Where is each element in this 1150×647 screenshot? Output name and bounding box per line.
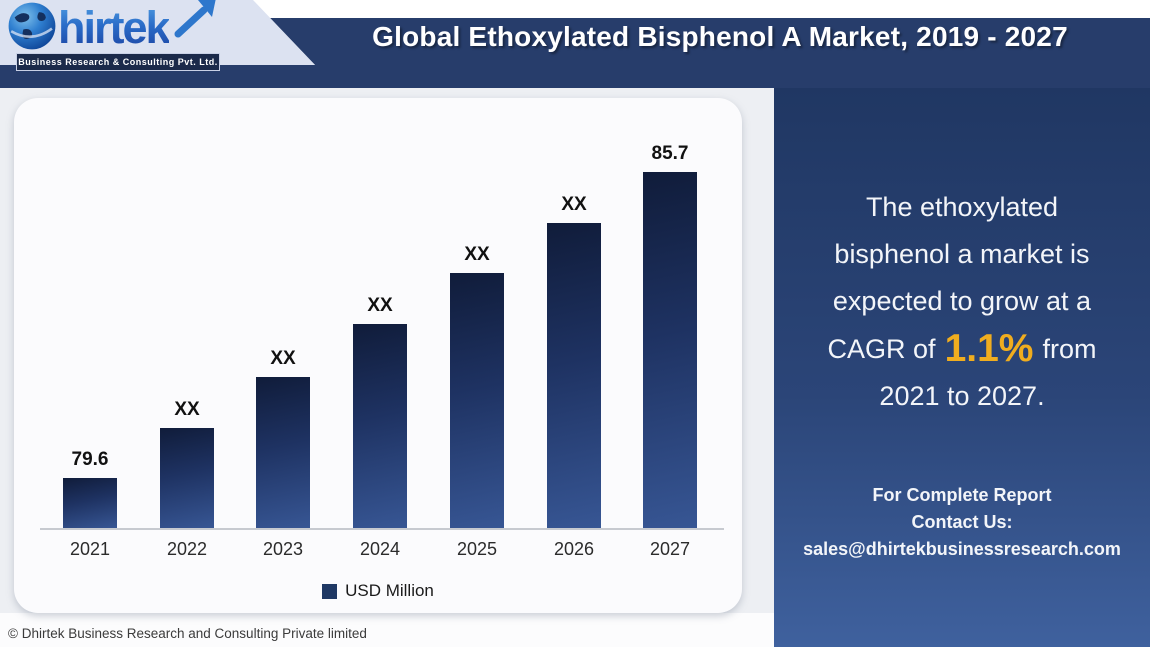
- contact-label: Contact Us:: [911, 512, 1013, 532]
- chart-card: 79.6 2021 XX 2022 XX 2023 XX 2024 XX 2025 XX 2026 85…: [14, 98, 742, 613]
- brand-text: hirtek: [58, 2, 171, 53]
- headline-line: CAGR of 1.1% from: [827, 327, 1097, 370]
- legend-label: USD Million: [345, 581, 434, 600]
- bar-2027: [643, 172, 697, 528]
- x-axis-label: 2025: [456, 539, 498, 559]
- bar-2023: [256, 377, 310, 528]
- bar-2024: [353, 324, 407, 528]
- cagr-headline: The ethoxylated bisphenol a market is expe…: [780, 184, 1144, 420]
- x-axis-label: 2026: [553, 539, 595, 559]
- sidebar: The ethoxylated bisphenol a market is expe…: [774, 88, 1150, 647]
- contact-block: For Complete Report Contact Us: sales@dh…: [778, 482, 1146, 563]
- contact-email: sales@dhirtekbusinessresearch.com: [803, 539, 1121, 559]
- contact-heading: For Complete Report: [872, 485, 1052, 505]
- bar-value-label: XX: [367, 295, 393, 316]
- headline-line: expected to grow at a: [832, 286, 1092, 316]
- footer-strip: [0, 613, 774, 647]
- x-axis-label: 2027: [649, 539, 691, 559]
- chart-region: 79.6 2021 XX 2022 XX 2023 XX 2024 XX 2025 XX 2026 85…: [0, 88, 774, 647]
- bar-2026: [547, 223, 601, 528]
- copyright-text: © Dhirtek Business Research and Consulti…: [8, 626, 367, 641]
- bar-value-label: XX: [270, 348, 296, 369]
- bar-value-label: 79.6: [71, 449, 109, 470]
- cagr-value: 1.1%: [944, 327, 1034, 370]
- bar-value-label: XX: [464, 244, 490, 265]
- brand-logo: hirtek: [6, 0, 171, 57]
- bar-value-label: 85.7: [651, 143, 689, 164]
- growth-arrow-icon: [172, 0, 218, 43]
- x-axis-label: 2024: [359, 539, 401, 559]
- page-title: Global Ethoxylated Bisphenol A Market, 2…: [372, 21, 1068, 52]
- chart-legend: USD Million: [14, 581, 742, 601]
- headline-line: 2021 to 2027.: [879, 381, 1045, 411]
- globe-icon: [6, 0, 58, 57]
- x-axis-label: 2023: [262, 539, 304, 559]
- x-axis-line: [40, 528, 724, 530]
- x-axis-label: 2022: [166, 539, 208, 559]
- headline-line: bisphenol a market is: [834, 239, 1090, 269]
- x-axis-label: 2021: [69, 539, 111, 559]
- bar-2021: [63, 478, 117, 528]
- headline-line: The ethoxylated: [865, 192, 1059, 222]
- legend-swatch: [322, 583, 338, 599]
- bar-2025: [450, 273, 504, 528]
- bar-2022: [160, 428, 214, 528]
- logo-badge: Business Research & Consulting Pvt. Ltd.: [16, 53, 220, 71]
- bar-value-label: XX: [561, 194, 587, 215]
- bar-value-label: XX: [174, 399, 200, 420]
